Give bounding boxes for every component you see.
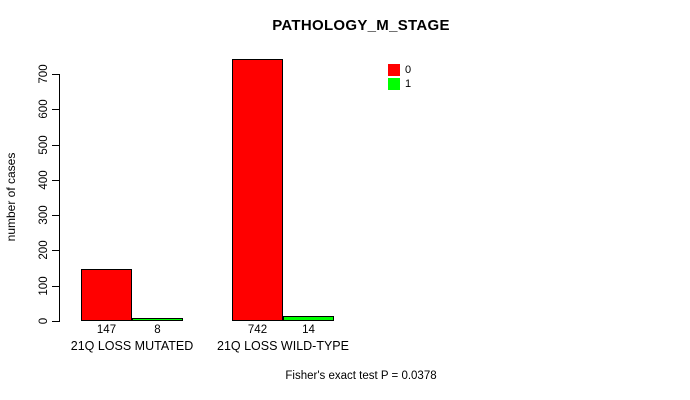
bar-value-label: 8 bbox=[154, 324, 161, 336]
y-axis-tick-label: 500 bbox=[38, 135, 50, 155]
y-axis-tick-label: 600 bbox=[38, 99, 50, 119]
y-axis-tick bbox=[52, 74, 59, 75]
y-axis-tick-label: 0 bbox=[38, 317, 50, 325]
y-axis-tick bbox=[52, 286, 59, 287]
y-axis-tick-label: 400 bbox=[38, 170, 50, 190]
y-axis-tick-label: 300 bbox=[38, 205, 50, 225]
legend-item: 1 bbox=[388, 78, 411, 90]
bar-1-0 bbox=[132, 318, 183, 321]
y-axis-tick bbox=[52, 180, 59, 181]
y-axis-tick bbox=[52, 321, 59, 322]
bar-value-label: 14 bbox=[302, 324, 315, 336]
y-axis-line bbox=[59, 74, 60, 322]
bar-value-label: 147 bbox=[96, 324, 117, 336]
bar-1-1 bbox=[283, 316, 334, 321]
fisher-test-annotation: Fisher's exact test P = 0.0378 bbox=[285, 370, 437, 382]
bar-0-1 bbox=[232, 59, 283, 321]
bar-0-0 bbox=[81, 269, 132, 321]
y-axis-tick-label: 700 bbox=[38, 64, 50, 84]
chart-title: PATHOLOGY_M_STAGE bbox=[272, 17, 450, 34]
legend-item: 0 bbox=[388, 64, 411, 76]
y-axis-tick-label: 200 bbox=[38, 240, 50, 260]
y-axis-tick bbox=[52, 250, 59, 251]
x-category-label: 21Q LOSS WILD-TYPE bbox=[217, 339, 349, 353]
legend-swatch-icon bbox=[388, 78, 400, 90]
legend-label: 0 bbox=[405, 64, 412, 76]
bar-value-label: 742 bbox=[247, 324, 268, 336]
y-axis-tick bbox=[52, 109, 59, 110]
legend-swatch-icon bbox=[388, 64, 400, 76]
y-axis-tick-label: 100 bbox=[38, 276, 50, 296]
legend-label: 1 bbox=[405, 78, 412, 90]
y-axis-tick bbox=[52, 215, 59, 216]
x-category-label: 21Q LOSS MUTATED bbox=[70, 339, 194, 353]
y-axis-tick bbox=[52, 145, 59, 146]
